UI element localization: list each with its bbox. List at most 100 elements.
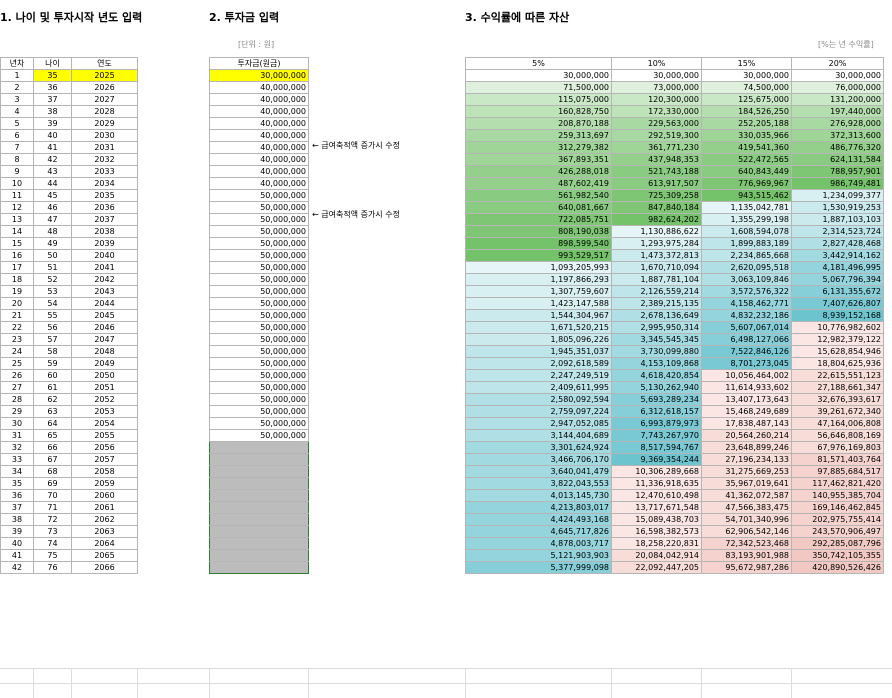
asset-cell-r10: 8,517,594,767: [611, 441, 702, 454]
principal-cell[interactable]: [209, 465, 309, 478]
principal-cell[interactable]: 50,000,000: [209, 357, 309, 370]
table-row: 30 64 2054: [0, 417, 138, 430]
principal-cell[interactable]: 50,000,000: [209, 417, 309, 430]
grid-line: [33, 668, 34, 698]
table-row: 40,000,000: [209, 153, 309, 166]
principal-cell[interactable]: 50,000,000: [209, 393, 309, 406]
principal-cell[interactable]: 50,000,000: [209, 297, 309, 310]
year-cell: 2038: [71, 225, 138, 238]
principal-cell[interactable]: 40,000,000: [209, 129, 309, 142]
principal-table: 투자금(원금) 30,000,000 40,000,000 40,000,000 40…: [209, 57, 309, 574]
asset-cell-r15: 522,472,565: [701, 153, 792, 166]
asset-cell-r10: 2,678,136,649: [611, 309, 702, 322]
table-row: 50,000,000: [209, 201, 309, 214]
table-row: 50,000,000: [209, 369, 309, 382]
asset-cell-r20: 3,442,914,162: [791, 249, 884, 262]
year-cell: 2044: [71, 297, 138, 310]
table-row: 13 47 2037: [0, 213, 138, 226]
asset-cell-r15: 17,838,487,143: [701, 417, 792, 430]
principal-cell[interactable]: [209, 513, 309, 526]
asset-cell-r15: 252,205,188: [701, 117, 792, 130]
asset-cell-r15: 47,566,383,475: [701, 501, 792, 514]
principal-cell[interactable]: [209, 561, 309, 574]
principal-cell[interactable]: 50,000,000: [209, 261, 309, 274]
asset-cell-r15: 31,275,669,253: [701, 465, 792, 478]
table-row: 4 38 2028: [0, 105, 138, 118]
principal-cell[interactable]: 50,000,000: [209, 429, 309, 442]
year-no-cell: 3: [0, 93, 34, 106]
asset-cell-r10: 6,312,618,157: [611, 405, 702, 418]
principal-cell[interactable]: 40,000,000: [209, 177, 309, 190]
principal-cell[interactable]: [209, 549, 309, 562]
principal-cell[interactable]: [209, 489, 309, 502]
principal-cell[interactable]: 50,000,000: [209, 189, 309, 202]
table-row: 18 52 2042: [0, 273, 138, 286]
principal-cell[interactable]: 40,000,000: [209, 117, 309, 130]
year-no-cell: 26: [0, 369, 34, 382]
asset-cell-r10: 847,840,184: [611, 201, 702, 214]
asset-cell-r15: 330,035,966: [701, 129, 792, 142]
principal-cell[interactable]: 50,000,000: [209, 237, 309, 250]
year-no-cell: 1: [0, 69, 34, 82]
assets-table: 5% 10% 15% 20% 30,000,000 30,000,000 30,00…: [465, 57, 884, 574]
year-cell: 2026: [71, 81, 138, 94]
principal-cell[interactable]: 50,000,000: [209, 369, 309, 382]
asset-cell-r15: 776,969,967: [701, 177, 792, 190]
table-row: 29 63 2053: [0, 405, 138, 418]
asset-cell-r15: 419,541,360: [701, 141, 792, 154]
asset-cell-r10: 292,519,300: [611, 129, 702, 142]
principal-cell[interactable]: 50,000,000: [209, 273, 309, 286]
asset-cell-r20: 117,462,821,420: [791, 477, 884, 490]
asset-cell-r20: 30,000,000: [791, 69, 884, 82]
year-cell: 2046: [71, 321, 138, 334]
asset-cell-r10: 1,670,710,094: [611, 261, 702, 274]
principal-cell[interactable]: 40,000,000: [209, 81, 309, 94]
principal-cell[interactable]: 50,000,000: [209, 285, 309, 298]
year-cell: 2042: [71, 273, 138, 286]
age-cell[interactable]: 35: [33, 69, 72, 82]
principal-cell[interactable]: 40,000,000: [209, 93, 309, 106]
asset-cell-r15: 15,468,249,689: [701, 405, 792, 418]
principal-cell[interactable]: 50,000,000: [209, 321, 309, 334]
principal-cell[interactable]: 50,000,000: [209, 213, 309, 226]
asset-cell-r15: 30,000,000: [701, 69, 792, 82]
year-no-cell: 42: [0, 561, 34, 574]
grid-line: [701, 668, 702, 698]
year-no-cell: 11: [0, 189, 34, 202]
principal-cell[interactable]: 40,000,000: [209, 105, 309, 118]
principal-cell[interactable]: 40,000,000: [209, 141, 309, 154]
principal-cell[interactable]: 40,000,000: [209, 165, 309, 178]
asset-cell-r10: 4,153,109,868: [611, 357, 702, 370]
asset-cell-r10: 6,993,879,973: [611, 417, 702, 430]
principal-cell[interactable]: 50,000,000: [209, 201, 309, 214]
asset-cell-r10: 18,258,220,831: [611, 537, 702, 550]
year-cell[interactable]: 2025: [71, 69, 138, 82]
asset-cell-r10: 172,330,000: [611, 105, 702, 118]
grid-line: [0, 683, 892, 684]
principal-cell[interactable]: [209, 477, 309, 490]
asset-cell-r5: 1,945,351,037: [465, 345, 612, 358]
table-row: [209, 525, 309, 538]
principal-cell[interactable]: 50,000,000: [209, 345, 309, 358]
asset-cell-r20: 15,628,854,946: [791, 345, 884, 358]
principal-cell[interactable]: 50,000,000: [209, 381, 309, 394]
asset-cell-r20: 5,067,796,394: [791, 273, 884, 286]
principal-cell[interactable]: [209, 537, 309, 550]
year-cell: 2032: [71, 153, 138, 166]
principal-cell[interactable]: [209, 441, 309, 454]
principal-cell[interactable]: 30,000,000: [209, 69, 309, 82]
principal-cell[interactable]: 50,000,000: [209, 333, 309, 346]
principal-cell[interactable]: 50,000,000: [209, 309, 309, 322]
principal-cell[interactable]: [209, 525, 309, 538]
principal-cell[interactable]: 50,000,000: [209, 225, 309, 238]
principal-cell[interactable]: [209, 501, 309, 514]
principal-cell[interactable]: 50,000,000: [209, 249, 309, 262]
table-row: 50,000,000: [209, 357, 309, 370]
year-no-cell: 30: [0, 417, 34, 430]
principal-cell[interactable]: [209, 453, 309, 466]
principal-cell[interactable]: 50,000,000: [209, 405, 309, 418]
table-row: 208,870,188 229,563,000 252,205,188 276,928…: [465, 117, 884, 130]
principal-cell[interactable]: 40,000,000: [209, 153, 309, 166]
asset-cell-r5: 3,640,041,479: [465, 465, 612, 478]
section-title-principal: 2. 투자금 입력: [209, 11, 280, 24]
